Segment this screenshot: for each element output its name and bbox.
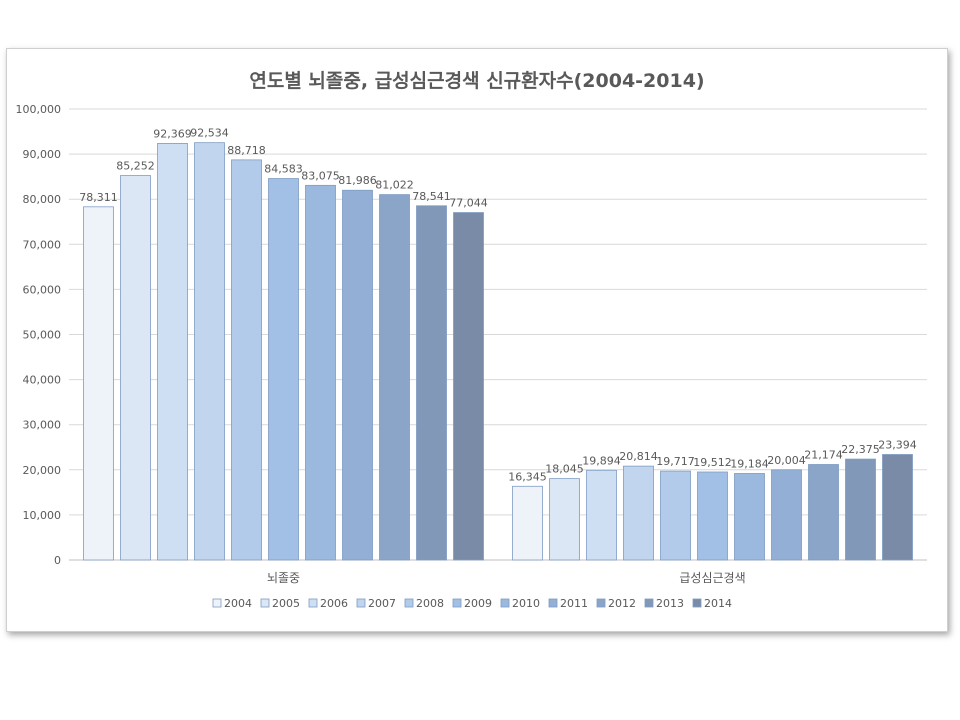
bar <box>194 142 225 561</box>
y-tick-label: 50,000 <box>23 329 62 342</box>
data-label: 20,814 <box>619 450 658 463</box>
data-label: 84,583 <box>264 163 303 176</box>
data-label: 81,986 <box>338 174 377 187</box>
legend-swatch <box>548 598 558 608</box>
legend-label: 2010 <box>512 597 540 610</box>
legend-swatch <box>596 598 606 608</box>
data-label: 19,512 <box>693 456 732 469</box>
data-label: 16,345 <box>508 470 547 483</box>
chart-frame: 연도별 뇌졸중, 급성심근경색 신규환자수(2004-2014) 0 10,000… <box>6 48 948 632</box>
legend-label: 2008 <box>416 597 444 610</box>
data-label: 85,252 <box>116 160 155 173</box>
y-tick-label: 100,000 <box>16 103 62 116</box>
data-label: 92,534 <box>190 127 229 140</box>
legend-label: 2014 <box>704 597 732 610</box>
legend-swatch <box>644 598 654 608</box>
y-tick-label: 60,000 <box>23 283 62 296</box>
legend-swatch <box>500 598 510 608</box>
bar <box>157 143 188 561</box>
bar <box>845 458 876 561</box>
legend-swatch <box>212 598 222 608</box>
bar <box>734 473 765 561</box>
legend-label: 2009 <box>464 597 492 610</box>
bar <box>120 175 151 561</box>
legend-label: 2012 <box>608 597 636 610</box>
data-label: 21,174 <box>804 449 843 462</box>
data-label: 77,044 <box>449 197 488 210</box>
data-label: 92,369 <box>153 127 192 140</box>
data-label: 19,717 <box>656 455 695 468</box>
legend-swatch <box>452 598 462 608</box>
category-label: 뇌졸중 <box>267 571 300 585</box>
bar <box>660 470 691 561</box>
legend-swatch <box>260 598 270 608</box>
bar <box>379 194 410 561</box>
bar <box>549 478 580 561</box>
data-label: 22,375 <box>841 443 880 456</box>
legend-label: 2006 <box>320 597 348 610</box>
legend: 2004 2005 2006 2007 2008 2009 2010 2011 2012 2013… <box>212 597 732 610</box>
bar <box>697 471 728 561</box>
bar <box>83 206 114 561</box>
y-tick-label: 70,000 <box>23 238 62 251</box>
bar <box>416 205 447 561</box>
data-label: 20,004 <box>767 454 806 467</box>
legend-swatch <box>308 598 318 608</box>
bar <box>808 464 839 561</box>
bar <box>231 159 262 561</box>
legend-label: 2004 <box>224 597 252 610</box>
data-label: 81,022 <box>375 179 414 192</box>
bar <box>512 485 543 561</box>
bar <box>623 465 654 561</box>
y-tick-label: 0 <box>54 554 61 567</box>
data-label: 18,045 <box>545 463 584 476</box>
y-tick-label: 40,000 <box>23 374 62 387</box>
legend-label: 2005 <box>272 597 300 610</box>
data-label: 23,394 <box>878 438 917 451</box>
legend-swatch <box>356 598 366 608</box>
legend-label: 2013 <box>656 597 684 610</box>
legend-label: 2007 <box>368 597 396 610</box>
y-tick-label: 20,000 <box>23 464 62 477</box>
data-label: 78,541 <box>412 190 451 203</box>
y-tick-label: 90,000 <box>23 148 62 161</box>
bar <box>268 178 299 561</box>
category-labels: 뇌졸중 급성심근경색 <box>267 571 746 585</box>
y-tick-label: 30,000 <box>23 419 62 432</box>
bar <box>453 212 484 561</box>
bars <box>83 142 913 561</box>
data-label: 19,184 <box>730 457 769 470</box>
bar <box>586 469 617 561</box>
legend-swatch <box>404 598 414 608</box>
data-label: 78,311 <box>79 191 118 204</box>
data-label: 19,894 <box>582 454 621 467</box>
y-tick-label: 80,000 <box>23 193 62 206</box>
bar <box>342 189 373 561</box>
y-axis-ticks: 0 10,000 20,000 30,000 40,000 50,000 60,000 70,… <box>16 103 62 567</box>
bar-chart: 연도별 뇌졸중, 급성심근경색 신규환자수(2004-2014) 0 10,000… <box>16 70 927 610</box>
y-tick-label: 10,000 <box>23 509 62 522</box>
data-label: 88,718 <box>227 144 266 157</box>
bar <box>882 454 913 561</box>
legend-swatch <box>692 598 702 608</box>
bar <box>771 469 802 561</box>
legend-label: 2011 <box>560 597 588 610</box>
chart-title: 연도별 뇌졸중, 급성심근경색 신규환자수(2004-2014) <box>249 70 704 92</box>
category-label: 급성심근경색 <box>679 571 745 585</box>
bar <box>305 184 336 561</box>
data-label: 83,075 <box>301 169 340 182</box>
